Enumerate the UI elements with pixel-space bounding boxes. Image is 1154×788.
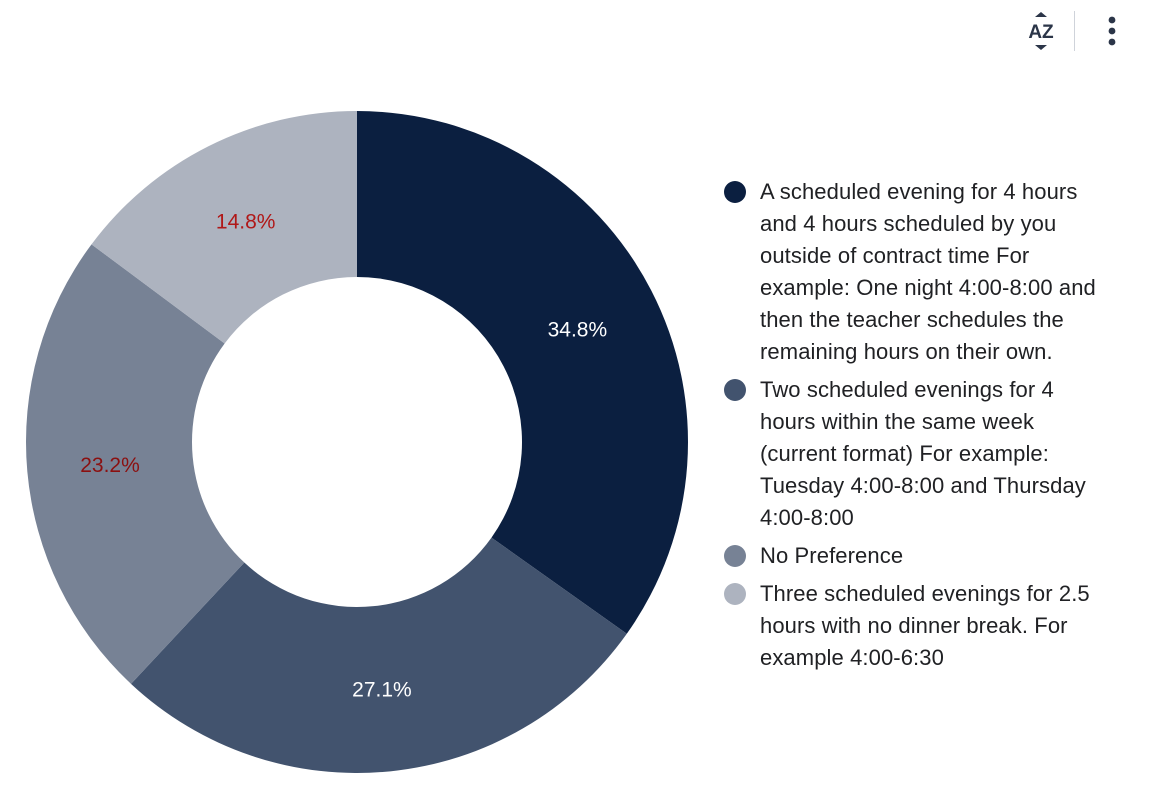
pie-slice[interactable] [91, 111, 357, 344]
legend-label: A scheduled evening for 4 hours and 4 ho… [760, 179, 1096, 364]
donut-chart: 34.8% 27.1% 23.2% 14.8% [25, 111, 688, 773]
legend-item[interactable]: No Preference [724, 540, 1114, 572]
toolbar-divider [1074, 11, 1075, 51]
legend-label: No Preference [760, 543, 904, 568]
legend-item[interactable]: Three scheduled evenings for 2.5 hours w… [724, 578, 1114, 674]
pie-slice[interactable] [357, 111, 688, 634]
legend-item[interactable]: Two scheduled evenings for 4 hours withi… [724, 374, 1114, 534]
sort-az-icon: AZ [1028, 12, 1054, 50]
slice-data-label: 14.8% [216, 210, 276, 233]
chart-toolbar: AZ [1019, 8, 1134, 54]
slice-data-label: 34.8% [548, 318, 608, 341]
chart-legend: A scheduled evening for 4 hours and 4 ho… [724, 176, 1114, 680]
more-options-button[interactable] [1090, 9, 1134, 53]
legend-swatch [724, 583, 746, 605]
legend-swatch [724, 181, 746, 203]
legend-item[interactable]: A scheduled evening for 4 hours and 4 ho… [724, 176, 1114, 368]
legend-swatch [724, 379, 746, 401]
pie-slice[interactable] [25, 244, 245, 684]
slice-data-label: 27.1% [352, 679, 412, 702]
more-vertical-icon [1108, 16, 1116, 46]
sort-label: AZ [1028, 22, 1054, 43]
slice-data-label: 23.2% [80, 454, 140, 477]
sort-button[interactable]: AZ [1019, 9, 1063, 53]
legend-label: Three scheduled evenings for 2.5 hours w… [760, 581, 1090, 670]
pie-slice[interactable] [130, 537, 627, 773]
legend-swatch [724, 545, 746, 567]
legend-label: Two scheduled evenings for 4 hours withi… [760, 377, 1086, 530]
